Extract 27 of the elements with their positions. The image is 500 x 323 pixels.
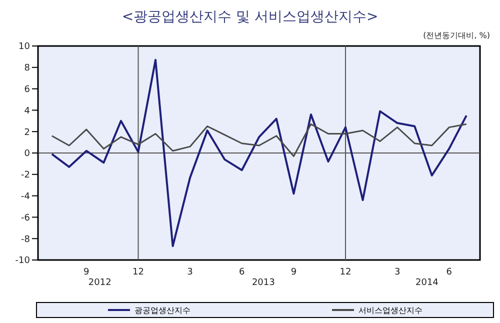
chart-title: <광공업생산지수 및 서비스업생산지수> — [120, 8, 380, 27]
x-tick-label: 3 — [187, 267, 193, 278]
y-tick-label: -2 — [21, 170, 30, 181]
x-tick-label: 3 — [394, 267, 400, 278]
x-tick-label: 9 — [84, 267, 90, 278]
y-tick-label: 4 — [24, 106, 30, 116]
x-tick-label: 6 — [239, 267, 245, 278]
y-tick-label: 0 — [24, 149, 30, 160]
text: 2013 — [250, 278, 276, 288]
legend-label: 광공업생산지수 — [134, 304, 190, 316]
x-tick-label: 12 — [340, 267, 352, 278]
y-tick-label: -4 — [21, 192, 30, 202]
x-tick-label: 9 — [290, 267, 297, 278]
legend-label: 서비스업생산지수 — [358, 304, 422, 316]
x-tick-label: 6 — [446, 267, 452, 278]
y-tick-label: 8 — [24, 64, 30, 74]
y-tick-label: 2 — [24, 128, 30, 138]
x-tick-label: 12 — [132, 267, 144, 278]
y-tick-label: 10 — [18, 42, 30, 52]
y-tick-label: -6 — [21, 213, 30, 224]
y-tick-label: -8 — [21, 234, 30, 245]
text: 2014 — [414, 278, 440, 288]
y-tick-label: -10 — [15, 256, 30, 266]
chart-subtitle: (전년동기대비, %) — [422, 30, 491, 40]
line-series — [50, 58, 468, 248]
y-tick-label: 6 — [24, 84, 30, 95]
text: 2012 — [87, 278, 112, 288]
